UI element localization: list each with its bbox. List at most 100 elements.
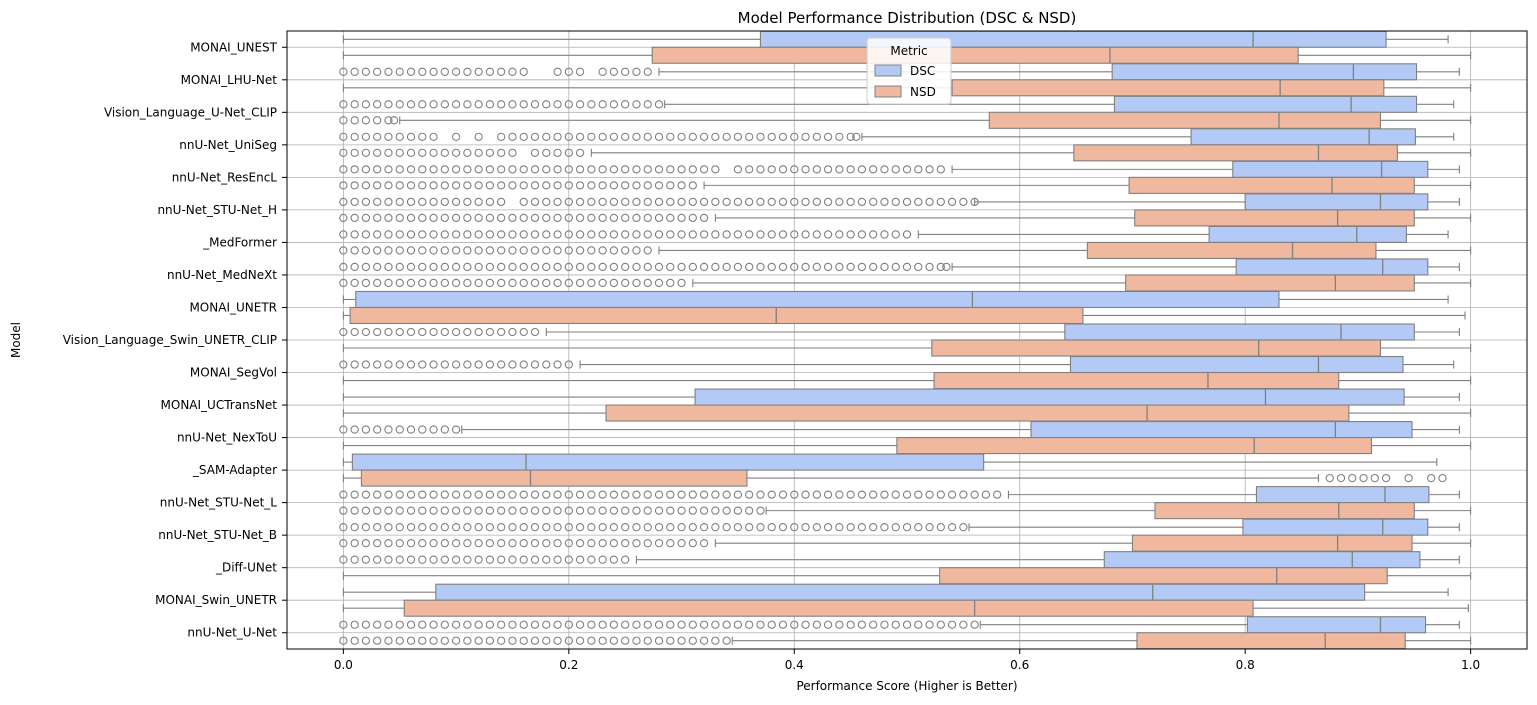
box-nsd-flier xyxy=(1348,473,1357,483)
box-nsd-flier xyxy=(497,213,506,223)
box-dsc-flier xyxy=(902,490,912,499)
box-dsc-flier xyxy=(925,490,934,499)
box-nsd-flier xyxy=(553,636,562,645)
box-dsc-flier xyxy=(350,555,359,564)
box-nsd-flier xyxy=(587,636,596,645)
box-dsc-flier xyxy=(429,490,438,499)
box-nsd-flier xyxy=(395,506,404,515)
box-nsd-flier xyxy=(632,539,641,548)
box-dsc-flier xyxy=(790,523,799,532)
box-nsd xyxy=(1086,241,1377,259)
box-dsc-flier xyxy=(609,555,619,564)
box-dsc-flier xyxy=(857,490,867,499)
box-nsd-flier xyxy=(1381,473,1391,483)
box-dsc-flier xyxy=(575,165,585,174)
box-nsd-flier xyxy=(564,246,573,255)
box-dsc-flier xyxy=(598,262,607,272)
box-nsd-flier xyxy=(395,246,404,255)
box-nsd-flier xyxy=(530,636,540,645)
box-nsd-flier xyxy=(530,278,540,288)
box-nsd-flier xyxy=(530,246,540,255)
box-nsd-flier xyxy=(384,148,393,157)
box-dsc-flier xyxy=(942,262,951,272)
box-dsc-flier xyxy=(857,165,867,174)
box-dsc-flier xyxy=(406,100,416,109)
box-dsc-flier xyxy=(395,197,404,207)
box-dsc-flier xyxy=(339,230,348,239)
box-nsd-flier xyxy=(530,181,540,190)
box-dsc-flier xyxy=(632,262,641,272)
box-dsc-flier xyxy=(778,620,788,629)
box-nsd-flier xyxy=(429,181,438,190)
box-dsc-flier xyxy=(474,67,483,76)
box-dsc-flier xyxy=(497,523,506,532)
box-dsc-flier xyxy=(936,262,945,272)
y-tick-label: MONAI_SegVol xyxy=(190,366,277,380)
box-nsd-flier xyxy=(666,278,675,288)
box-dsc-flier xyxy=(474,490,483,499)
box-dsc-flier xyxy=(451,67,461,76)
box-nsd-flier xyxy=(654,539,664,548)
box-nsd-flier xyxy=(497,181,506,190)
box-dsc-flier xyxy=(852,132,861,141)
box-nsd-flier xyxy=(474,506,483,515)
box-dsc-flier xyxy=(530,230,540,239)
box-dsc-flier xyxy=(846,197,855,207)
box-dsc-flier xyxy=(621,555,630,564)
box-nsd-flier xyxy=(361,213,371,223)
box-dsc-flier xyxy=(914,523,923,532)
box-dsc-flier xyxy=(947,620,957,629)
box-dsc-flier xyxy=(666,132,675,141)
box-dsc-flier xyxy=(699,230,709,239)
box-dsc-flier xyxy=(350,360,359,369)
box-nsd-flier xyxy=(440,246,449,255)
box-dsc-flier xyxy=(440,620,449,629)
box-dsc-flier xyxy=(869,230,878,239)
box-nsd-flier xyxy=(598,539,607,548)
box-nsd-flier xyxy=(406,213,416,223)
box-nsd-flier xyxy=(598,278,607,288)
box-nsd-flier xyxy=(542,213,551,223)
box-dsc-flier xyxy=(519,360,528,369)
box-dsc-flier xyxy=(384,100,393,109)
box-dsc-flier xyxy=(530,523,540,532)
box-dsc-flier xyxy=(350,230,359,239)
box-nsd-flier xyxy=(666,213,675,223)
box-dsc-flier xyxy=(778,262,788,272)
box-dsc-flier xyxy=(587,620,596,629)
x-tick-label: 0.8 xyxy=(1236,658,1255,672)
box-dsc-flier xyxy=(350,262,359,272)
box-dsc-flier xyxy=(970,197,979,207)
box-dsc-flier xyxy=(474,132,483,141)
box-dsc-flier xyxy=(790,230,799,239)
box-nsd-flier xyxy=(497,148,506,157)
box-dsc-flier xyxy=(451,555,461,564)
box-nsd-flier xyxy=(609,506,619,515)
box-dsc-flier xyxy=(869,262,878,272)
box-nsd-flier xyxy=(553,181,562,190)
box-dsc-flier xyxy=(373,523,382,532)
box-nsd xyxy=(931,339,1382,357)
box-dsc-flier xyxy=(418,132,427,141)
box-dsc-flier xyxy=(373,132,382,141)
box-dsc-flier xyxy=(632,230,641,239)
box-dsc-flier xyxy=(508,100,517,109)
box-dsc-flier xyxy=(756,165,765,174)
box-dsc xyxy=(355,290,1280,309)
box-dsc-flier xyxy=(835,490,844,499)
box-nsd-flier xyxy=(350,246,359,255)
box-nsd-flier xyxy=(677,181,686,190)
box-dsc-flier xyxy=(790,490,799,499)
box-dsc-flier xyxy=(553,132,562,141)
box-dsc-flier xyxy=(688,165,697,174)
box-dsc xyxy=(1255,486,1430,504)
y-tick-label: nnU-Net_NexToU xyxy=(177,431,277,445)
box-nsd-flier xyxy=(463,506,472,515)
box-dsc-flier xyxy=(553,360,562,369)
box-dsc-flier xyxy=(745,523,754,532)
box-nsd-flier xyxy=(350,278,359,288)
box-dsc-flier xyxy=(564,67,573,76)
box-nsd-flier xyxy=(474,278,483,288)
box-nsd-flier xyxy=(666,506,675,515)
box-dsc-flier xyxy=(564,523,573,532)
